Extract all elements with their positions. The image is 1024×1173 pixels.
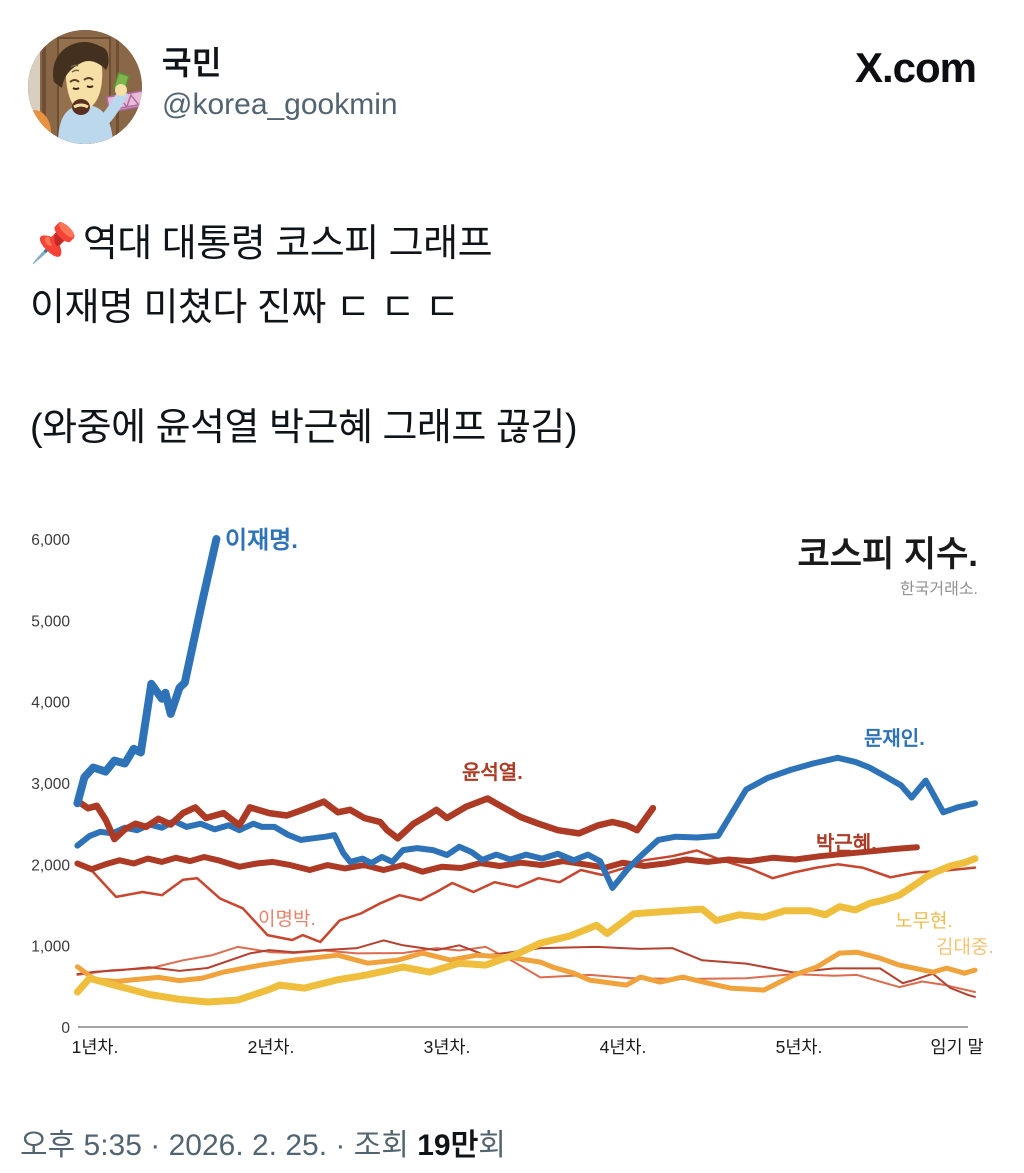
y-tick-1000: 1,000 xyxy=(31,939,70,956)
series-line-unlabeled-0 xyxy=(76,945,976,993)
x-tick-5: 5년차. xyxy=(776,1037,823,1057)
series-line-노무현 xyxy=(73,855,979,1006)
series-label-김대중: 김대중. xyxy=(936,936,994,958)
y-tick-3000: 3,000 xyxy=(31,776,70,793)
x-tick-3: 3년차. xyxy=(424,1037,471,1057)
user-handle[interactable]: @korea_gookmin xyxy=(162,88,398,121)
x-tick-1: 1년차. xyxy=(72,1037,119,1057)
display-name[interactable]: 국민 xyxy=(162,45,222,81)
tweet-line-1-text: 역대 대통령 코스피 그래프 xyxy=(82,223,493,265)
series-line-박근혜 xyxy=(74,844,920,875)
series-label-박근혜: 박근혜. xyxy=(816,832,877,855)
chart-subtitle: 한국거래소. xyxy=(900,580,978,598)
y-axis-tick-labels: 0 1,000 2,000 3,000 4,000 5,000 6,000 xyxy=(31,532,70,1037)
y-tick-4000: 4,000 xyxy=(31,695,70,712)
timestamp-and-views-label: 오후 5:35 · 2026. 2. 25. · 조회 xyxy=(20,1129,418,1162)
avatar-cartoon-image xyxy=(28,30,142,144)
tweet-text-line-3: (와중에 윤석열 박근혜 그래프 끊김) xyxy=(30,407,577,449)
x-com-logo: X.com xyxy=(854,44,977,91)
pushpin-emoji-icon: 📌 xyxy=(30,223,77,265)
chart-series-labels: 이명박. 김대중. 노무현. 박근혜. 문재인. 윤석열. 이재명. xyxy=(225,527,994,958)
y-tick-2000: 2,000 xyxy=(31,857,70,874)
series-label-윤석열: 윤석열. xyxy=(462,761,523,784)
series-line-unlabeled-1 xyxy=(76,939,976,998)
series-label-이재명: 이재명. xyxy=(225,527,298,554)
x-tick-2: 2년차. xyxy=(248,1037,295,1057)
series-line-김대중 xyxy=(74,949,978,993)
tweet-meta-row: 오후 5:35 · 2026. 2. 25. · 조회 19만회 xyxy=(20,1120,506,1164)
chart-title: 코스피 지수. xyxy=(798,535,978,574)
series-label-이명박: 이명박. xyxy=(258,908,316,930)
x-tick-6: 임기 말 xyxy=(930,1037,983,1057)
series-line-문재인 xyxy=(74,754,978,891)
avatar[interactable] xyxy=(28,30,142,144)
y-tick-0: 0 xyxy=(61,1020,70,1037)
x-tick-4: 4년차. xyxy=(600,1037,647,1057)
tweet-text-line-2: 이재명 미쳤다 진짜 ㄷ ㄷ ㄷ xyxy=(30,287,460,329)
series-line-윤석열 xyxy=(74,795,657,843)
series-label-노무현: 노무현. xyxy=(895,910,953,932)
y-tick-5000: 5,000 xyxy=(31,613,70,630)
chart-lines xyxy=(73,535,979,1006)
kospi-chart: 이명박. 김대중. 노무현. 박근혜. 문재인. 윤석열. 이재명. 0 1,000 2,000… xyxy=(31,527,994,1057)
tweet-text-line-1: 📌 역대 대통령 코스피 그래프 xyxy=(30,212,493,267)
series-label-문재인: 문재인. xyxy=(864,727,925,750)
series-line-이재명 xyxy=(73,535,221,808)
views-count: 19만 xyxy=(417,1129,479,1162)
x-axis-tick-labels: 1년차. 2년차. 3년차. 4년차. 5년차. 임기 말 xyxy=(72,1037,984,1057)
views-suffix: 회 xyxy=(478,1129,506,1162)
y-tick-6000: 6,000 xyxy=(31,532,70,549)
series-line-이명박 xyxy=(76,849,977,944)
